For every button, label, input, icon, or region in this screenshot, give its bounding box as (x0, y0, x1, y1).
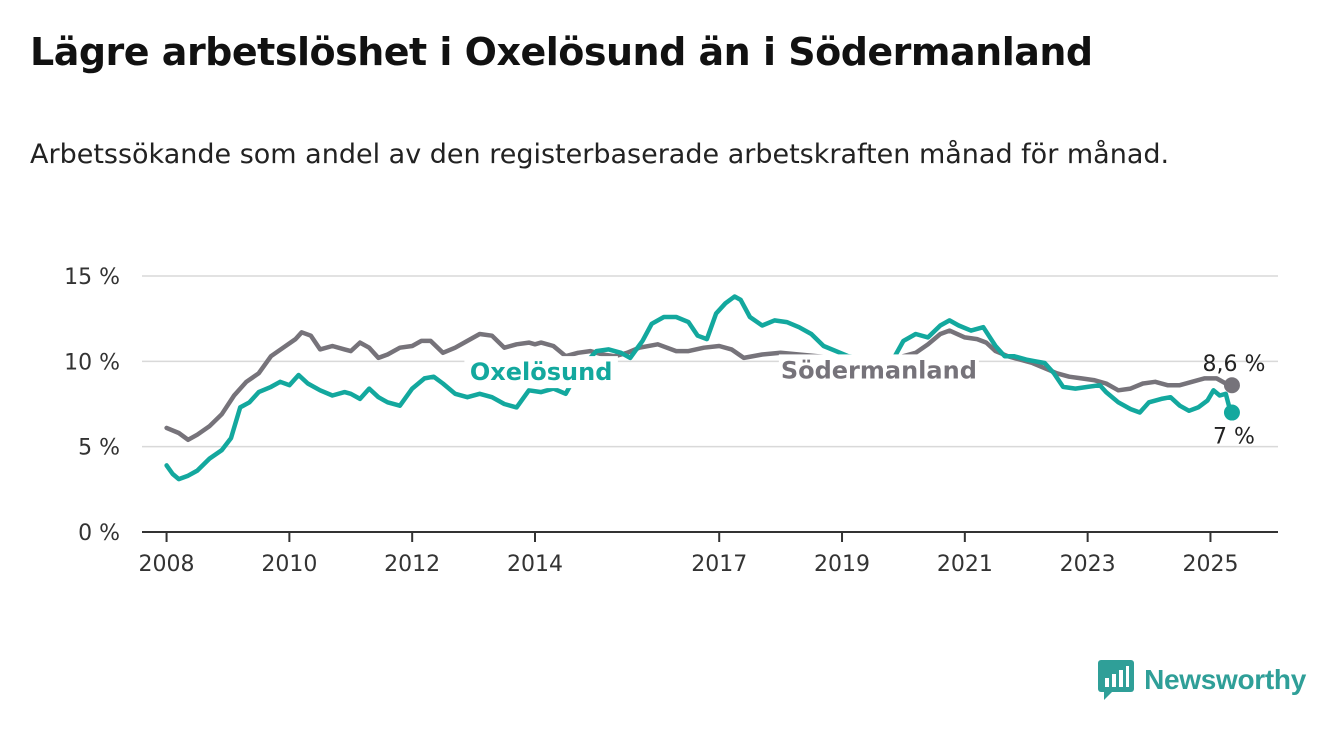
y-axis-tick-labels: 0 % 5 % 10 % 15 % (64, 265, 120, 546)
series-end-label: 7 % (1213, 425, 1255, 450)
series-label-oxelosund: Oxelösund (470, 358, 613, 386)
y-tick-label: 0 % (78, 521, 120, 546)
series-lines (164, 294, 1240, 482)
x-tick-label: 2023 (1060, 552, 1116, 577)
x-tick-label: 2025 (1182, 552, 1238, 577)
newsworthy-bar-chart-icon (1098, 660, 1135, 700)
chart-title: Lägre arbetslöshet i Oxelösund än i Söde… (30, 30, 1093, 74)
x-axis: 2008 2010 2012 2014 2017 2019 2021 2023 2025 (139, 531, 1278, 577)
series-labels: 8,6 % 7 % Oxelösund Södermanland (464, 352, 1266, 450)
series-label-sodermanland: Södermanland (781, 356, 977, 384)
series-end-point (1223, 404, 1240, 421)
series-end-point (1223, 377, 1240, 394)
y-tick-label: 15 % (64, 265, 120, 290)
x-tick-label: 2014 (507, 552, 563, 577)
series-line-oxelosund (164, 294, 1235, 482)
series-line-sodermanland (164, 328, 1235, 443)
series-label-background (464, 356, 618, 389)
series-label-background (778, 354, 979, 387)
grid-lines (142, 275, 1278, 448)
chart-subtitle: Arbetssökande som andel av den registerb… (30, 139, 1170, 170)
y-tick-label: 10 % (64, 350, 120, 375)
x-tick-label: 2019 (814, 552, 870, 577)
x-tick-label: 2012 (384, 552, 440, 577)
x-tick-label: 2021 (937, 552, 993, 577)
y-tick-label: 5 % (78, 436, 120, 461)
x-tick-label: 2017 (691, 552, 747, 577)
x-tick-label: 2010 (261, 552, 317, 577)
brand-logo: Newsworthy (1098, 660, 1306, 700)
series-end-label: 8,6 % (1203, 352, 1266, 377)
line-chart: 0 %5 %10 %15 % 2008 2010 2012 2014 2017 2019 2… (64, 265, 1278, 577)
brand-name: Newsworthy (1144, 664, 1306, 695)
x-tick-label: 2008 (139, 552, 195, 577)
